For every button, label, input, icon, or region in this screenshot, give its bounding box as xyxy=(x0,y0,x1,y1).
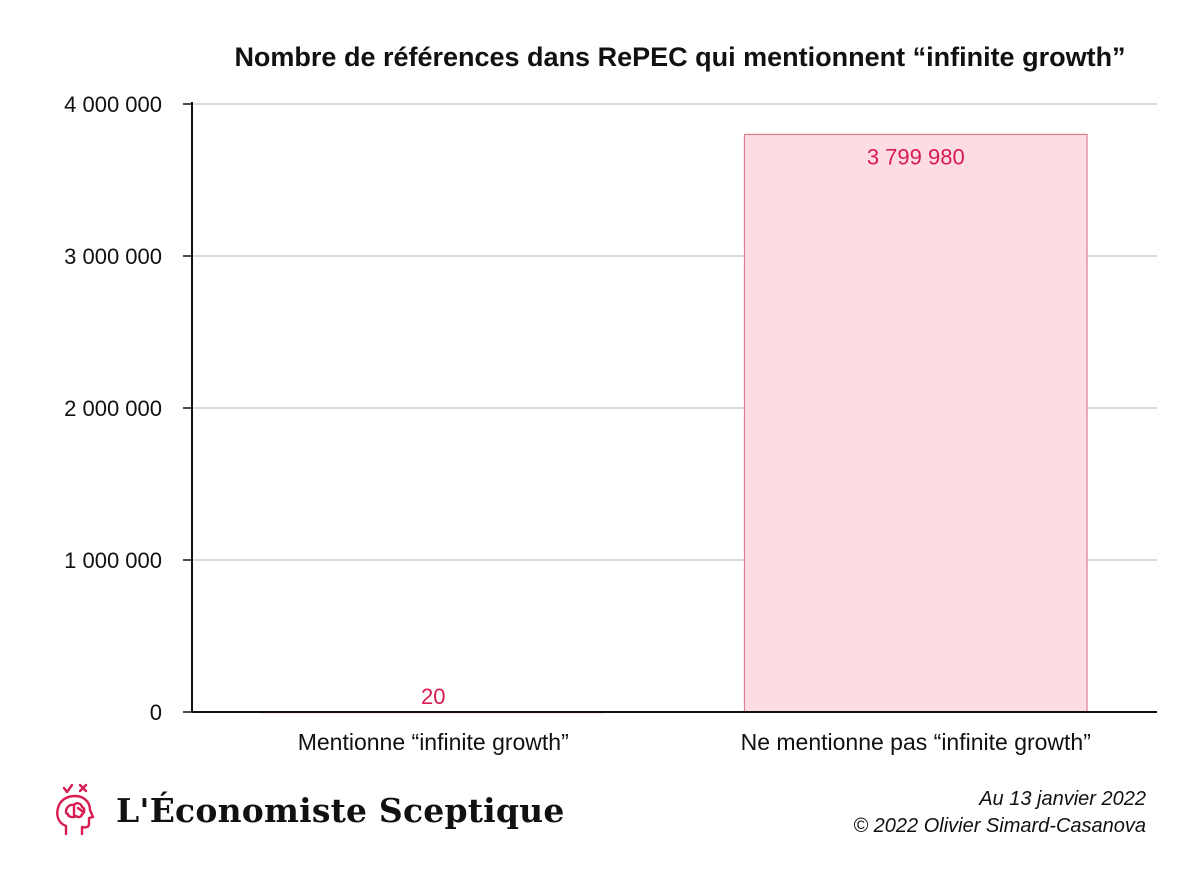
y-tick-label: 4 000 000 xyxy=(64,92,162,117)
brain-head-icon xyxy=(56,783,95,836)
axis-layer xyxy=(183,102,1157,713)
x-tick-label: Ne mentionne pas “infinite growth” xyxy=(741,729,1091,755)
footer-credits: Au 13 janvier 2022 © 2022 Olivier Simard… xyxy=(853,786,1146,840)
label-layer: 0 1 000 000 2 000 000 3 000 000 4 000 000 20 M… xyxy=(64,92,1091,755)
brand-name: L'Économiste Sceptique xyxy=(116,790,565,830)
chart-title: Nombre de références dans RePEC qui ment… xyxy=(234,42,1125,72)
y-tick-label: 2 000 000 xyxy=(64,396,162,421)
bar xyxy=(743,133,1088,713)
y-tick-label: 0 xyxy=(150,700,162,725)
data-label: 20 xyxy=(421,684,445,709)
data-label: 3 799 980 xyxy=(867,144,965,169)
date-note: Au 13 janvier 2022 xyxy=(979,788,1146,810)
copyright-note: © 2022 Olivier Simard-Casanova xyxy=(853,815,1146,837)
x-tick-label: Mentionne “infinite growth” xyxy=(298,729,569,755)
y-tick-label: 1 000 000 xyxy=(64,548,162,573)
bar-layer xyxy=(261,133,1088,714)
y-tick-label: 3 000 000 xyxy=(64,244,162,269)
brand: L'Économiste Sceptique xyxy=(52,782,565,838)
